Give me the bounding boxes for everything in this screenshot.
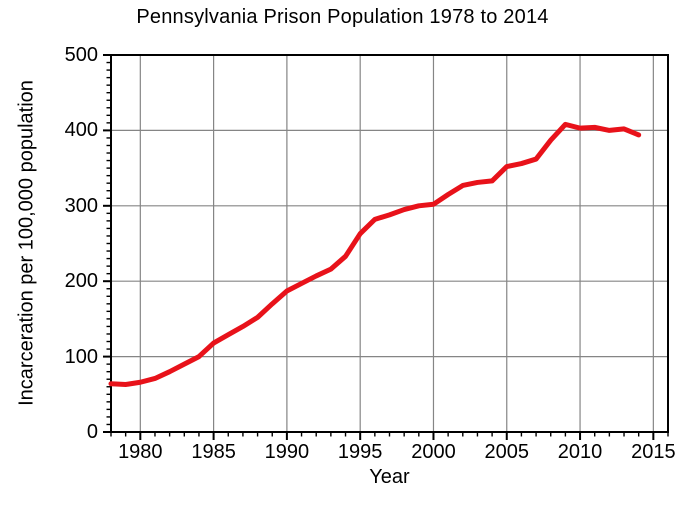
data-line [108,121,642,387]
x-axis-title: Year [369,466,410,488]
chart-title: Pennsylvania Prison Population 1978 to 2… [136,6,549,28]
plot-border [110,54,669,433]
